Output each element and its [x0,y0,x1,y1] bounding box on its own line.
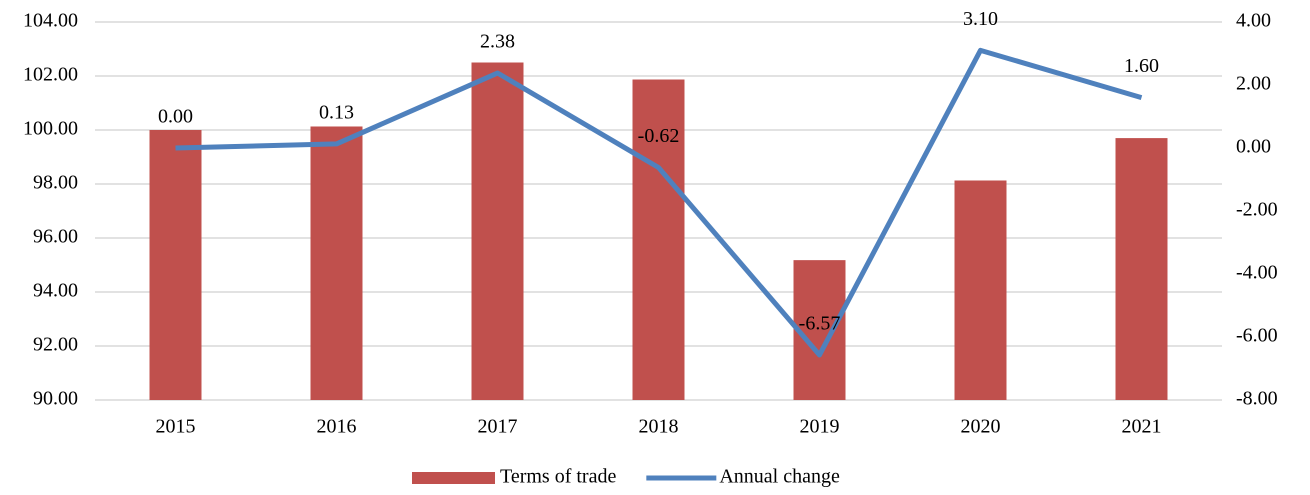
y-tick-label: 104.00 [23,10,78,32]
y2-tick-label: 0.00 [1236,136,1271,158]
x-tick-label: 2015 [156,416,196,438]
bar [632,79,685,400]
y2-tick-label: -4.00 [1236,262,1278,284]
bar [149,130,202,400]
bar [954,180,1007,400]
y-tick-label: 92.00 [33,334,78,356]
y-tick-label: 90.00 [33,388,78,410]
line [175,47,1143,358]
x-tick-label: 2016 [317,416,357,438]
x-tick-label: 2021 [1122,416,1162,438]
y2-tick-label: -6.00 [1236,325,1278,347]
y-tick-label: 100.00 [23,118,78,140]
x-tick-label: 2020 [961,416,1001,438]
y2-tick-label: -8.00 [1236,388,1278,410]
data-label: 0.00 [158,106,193,128]
y-tick-label: 102.00 [23,64,78,86]
y-tick-label: 98.00 [33,172,78,194]
legend-label: Terms of trade [500,466,616,488]
data-label: 3.10 [963,8,998,30]
x-tick-label: 2017 [478,416,518,438]
bar [1115,138,1168,400]
data-label: 1.60 [1124,55,1159,77]
x-tick-label: 2019 [800,416,840,438]
bar [310,126,363,401]
bar [471,62,524,400]
x-tick-label: 2018 [639,416,679,438]
y2-tick-label: 2.00 [1236,73,1271,95]
legend-swatch [412,472,495,484]
data-label: 2.38 [480,31,515,53]
y2-tick-label: -2.00 [1236,199,1278,221]
y-tick-label: 94.00 [33,280,78,302]
y-tick-label: 96.00 [33,226,78,248]
data-label: -6.57 [799,313,841,335]
data-label: -0.62 [638,125,680,147]
legend-label: Annual change [719,466,840,488]
data-label: 0.13 [319,101,354,123]
y2-tick-label: 4.00 [1236,10,1271,32]
bar [793,260,846,400]
